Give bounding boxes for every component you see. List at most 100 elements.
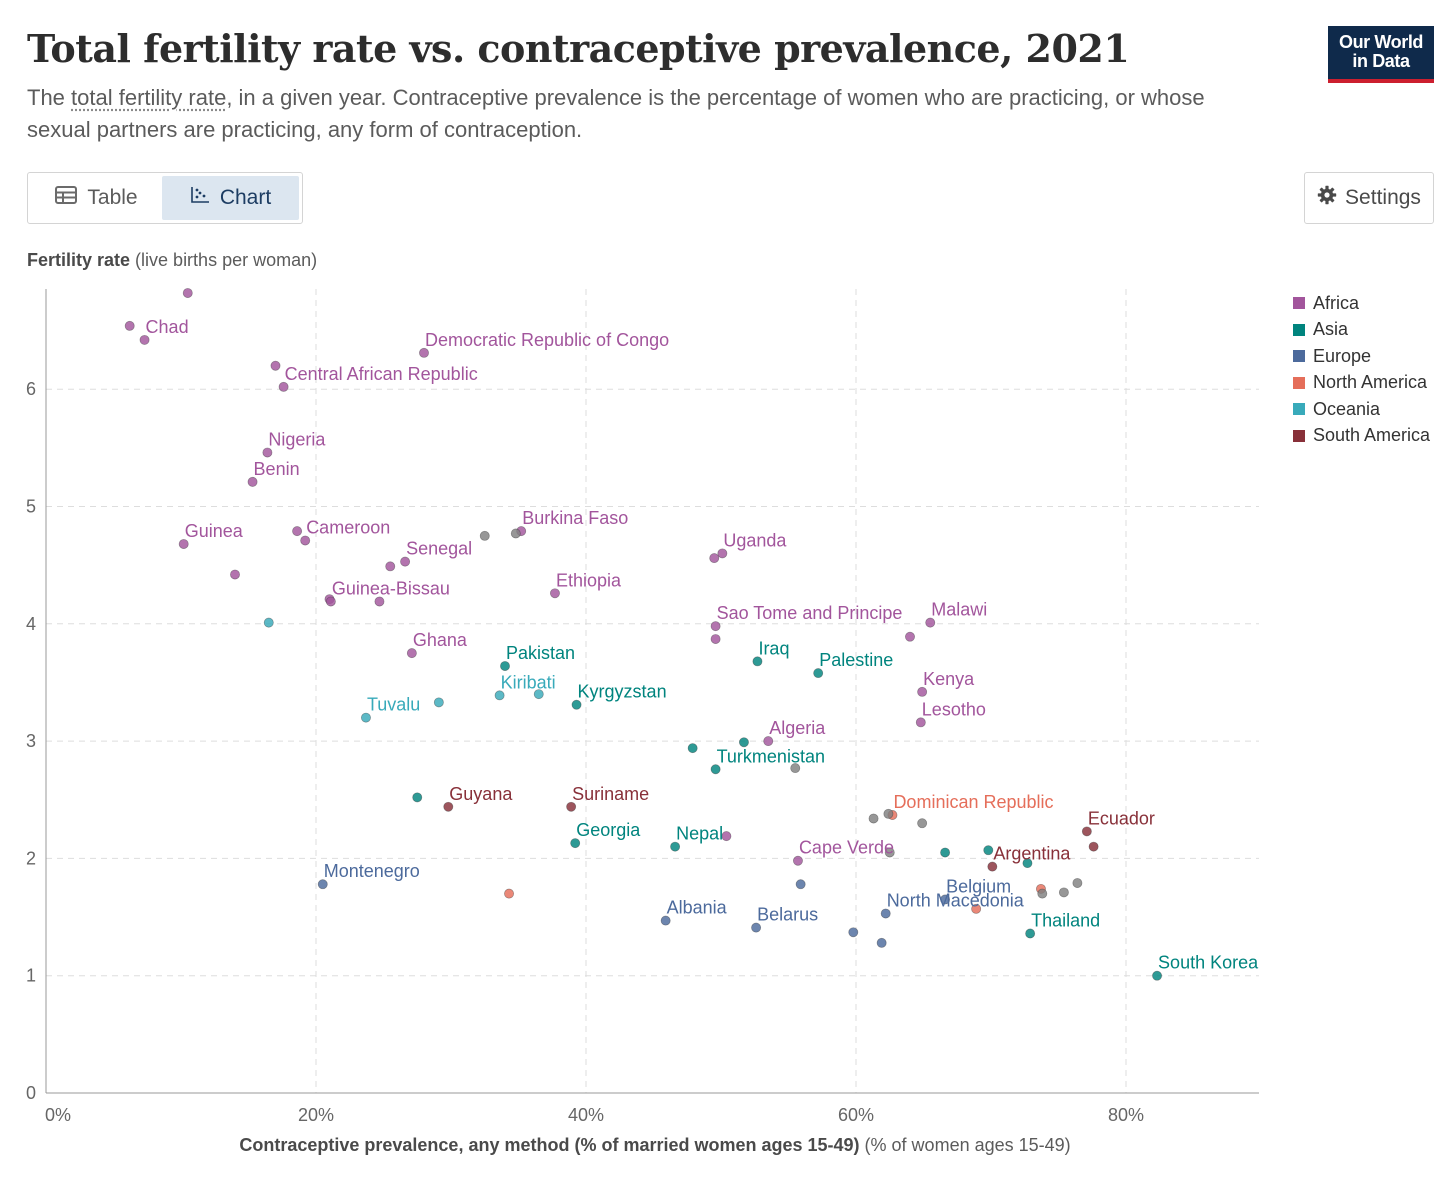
data-point[interactable] [510,528,521,539]
data-point[interactable] [710,634,721,644]
point-label[interactable]: Ethiopia [556,570,622,590]
point-label[interactable]: Algeria [769,718,826,738]
settings-button[interactable]: Settings [1304,172,1434,224]
data-point[interactable] [915,717,926,728]
data-point[interactable] [1088,841,1099,852]
legend-item[interactable]: Oceania [1293,396,1430,423]
legend-item[interactable]: South America [1293,423,1430,450]
data-point[interactable] [361,712,371,723]
point-label[interactable]: Thailand [1031,910,1100,930]
point-label[interactable]: Tuvalu [367,695,420,715]
data-point[interactable] [883,808,894,819]
data-point[interactable] [247,476,258,487]
point-label[interactable]: Nepal [676,824,723,844]
point-label[interactable]: Turkmenistan [717,746,825,766]
data-point[interactable] [971,903,982,914]
point-label[interactable]: Uganda [723,530,787,550]
data-point[interactable] [385,561,396,572]
data-point[interactable] [419,347,429,358]
data-point[interactable] [710,764,721,775]
tab-chart[interactable]: Chart [162,176,299,220]
data-point[interactable] [278,381,289,392]
data-point[interactable] [884,847,895,858]
point-label[interactable]: Democratic Republic of Congo [425,330,669,350]
point-label[interactable]: Montenegro [324,861,420,881]
point-label[interactable]: Guinea-Bissau [332,579,450,599]
data-point[interactable] [1025,928,1036,939]
point-label[interactable]: Suriname [572,784,649,804]
data-point[interactable] [940,847,951,858]
data-point[interactable] [739,737,749,748]
tab-table[interactable]: Table [31,176,162,220]
point-label[interactable]: Argentina [993,844,1071,864]
data-point[interactable] [300,535,311,546]
data-point[interactable] [670,841,681,852]
data-point[interactable] [182,288,193,298]
data-point[interactable] [710,621,721,632]
data-point[interactable] [687,743,698,754]
point-label[interactable]: Lesotho [922,699,986,719]
point-label[interactable]: Dominican Republic [893,792,1053,812]
data-point[interactable] [709,553,720,564]
data-point[interactable] [751,922,762,933]
data-point[interactable] [374,596,385,607]
owid-logo[interactable]: Our World in Data [1328,26,1434,83]
data-point[interactable] [721,831,732,842]
data-point[interactable] [571,699,582,710]
data-point[interactable] [317,879,328,890]
data-point[interactable] [1152,970,1163,981]
point-label[interactable]: Ecuador [1088,808,1155,828]
data-point[interactable] [983,845,994,856]
legend-item[interactable]: Europe [1293,343,1430,370]
legend-item[interactable]: Asia [1293,317,1430,344]
data-point[interactable] [479,530,490,541]
point-label[interactable]: Ghana [413,630,468,650]
point-label[interactable]: Sao Tome and Principe [717,603,903,623]
data-point[interactable] [917,818,928,829]
data-point[interactable] [533,689,544,700]
point-label[interactable]: Iraq [758,638,789,658]
data-point[interactable] [1058,887,1069,898]
point-label[interactable]: Kenya [923,669,975,689]
data-point[interactable] [763,736,774,747]
data-point[interactable] [752,656,763,667]
data-point[interactable] [813,668,824,679]
data-point[interactable] [1072,878,1083,888]
data-point[interactable] [868,813,879,824]
point-label[interactable]: Senegal [406,539,472,559]
data-point[interactable] [263,617,274,628]
data-point[interactable] [570,838,581,849]
data-point[interactable] [1081,826,1092,837]
data-point[interactable] [325,596,336,607]
data-point[interactable] [660,915,671,926]
data-point[interactable] [795,879,806,890]
point-label[interactable]: Cameroon [306,518,390,538]
point-label[interactable]: Malawi [931,600,987,620]
point-label[interactable]: Burkina Faso [522,508,628,528]
data-point[interactable] [292,526,303,537]
data-point[interactable] [940,894,951,905]
data-point[interactable] [880,908,891,919]
legend-item[interactable]: North America [1293,370,1430,397]
point-label[interactable]: Guyana [449,784,513,804]
point-label[interactable]: Albania [667,898,728,918]
point-label[interactable]: Guinea [185,521,244,541]
data-point[interactable] [566,801,577,812]
point-label[interactable]: Kiribati [501,672,556,692]
point-label[interactable]: Belgium [946,876,1011,896]
data-point[interactable] [270,360,281,371]
point-label[interactable]: Georgia [576,820,641,840]
data-point[interactable] [925,617,936,628]
data-point[interactable] [500,661,510,671]
data-point[interactable] [494,690,505,701]
data-point[interactable] [905,631,915,642]
data-point[interactable] [790,763,801,774]
data-point[interactable] [443,801,454,812]
legend-item[interactable]: Africa [1293,290,1430,317]
point-label[interactable]: Palestine [819,650,893,670]
total-fertility-rate-link[interactable]: total fertility rate [71,85,227,110]
point-label[interactable]: Pakistan [506,643,575,663]
data-point[interactable] [412,792,423,803]
data-point[interactable] [139,334,150,345]
data-point[interactable] [876,937,887,948]
